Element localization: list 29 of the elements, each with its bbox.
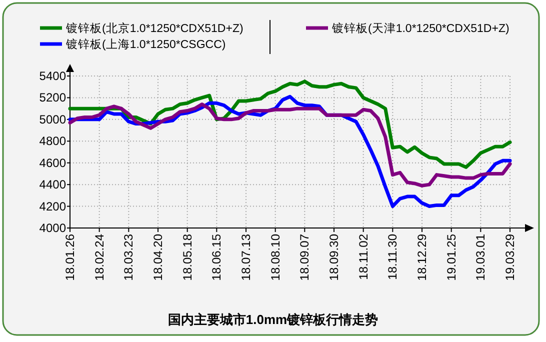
x-tick-label: 18.06.15 bbox=[210, 234, 224, 281]
y-tick-label: 4400 bbox=[39, 178, 66, 192]
x-tick-label: 18.04.20 bbox=[151, 234, 165, 281]
x-tick-label: 19.03.01 bbox=[474, 234, 488, 281]
x-tick-label: 19.01.25 bbox=[444, 234, 458, 281]
y-tick-label: 4800 bbox=[39, 134, 66, 148]
x-tick-label: 19.03.29 bbox=[503, 234, 517, 281]
y-tick-label: 5000 bbox=[39, 112, 66, 126]
y-tick-label: 5400 bbox=[39, 69, 66, 83]
x-tick-label: 18.05.18 bbox=[180, 234, 194, 281]
legend-label: 镀锌板(北京1.0*1250*CDX51D+Z) bbox=[65, 21, 244, 35]
legend-label: 镀锌板(上海1.0*1250*CSGCC) bbox=[65, 38, 226, 51]
y-tick-label: 4000 bbox=[39, 221, 66, 235]
x-tick-label: 18.03.23 bbox=[122, 234, 136, 281]
x-tick-label: 18.08.10 bbox=[268, 234, 282, 281]
x-tick-label: 18.07.13 bbox=[239, 234, 253, 281]
x-tick-label: 18.11.02 bbox=[356, 234, 370, 280]
y-tick-label: 4200 bbox=[39, 199, 66, 214]
x-tick-label: 18.12.29 bbox=[415, 234, 429, 281]
x-tick-label: 18.11.30 bbox=[386, 234, 400, 280]
x-tick-label: 18.01.26 bbox=[63, 234, 77, 281]
text: 国内主要城市1.0mm镀锌板行情走势 bbox=[168, 312, 378, 327]
legend-label: 镀锌板(天津1.0*1250*CDX51D+Z) bbox=[331, 22, 510, 35]
line-series bbox=[68, 102, 512, 188]
y-tick-label: 4600 bbox=[39, 156, 66, 170]
y-tick-label: 5200 bbox=[39, 90, 66, 105]
x-tick-label: 18.09.07 bbox=[298, 234, 312, 281]
x-tick-label: 18.09.30 bbox=[327, 234, 341, 281]
x-tick-label: 18.02.24 bbox=[92, 234, 106, 281]
